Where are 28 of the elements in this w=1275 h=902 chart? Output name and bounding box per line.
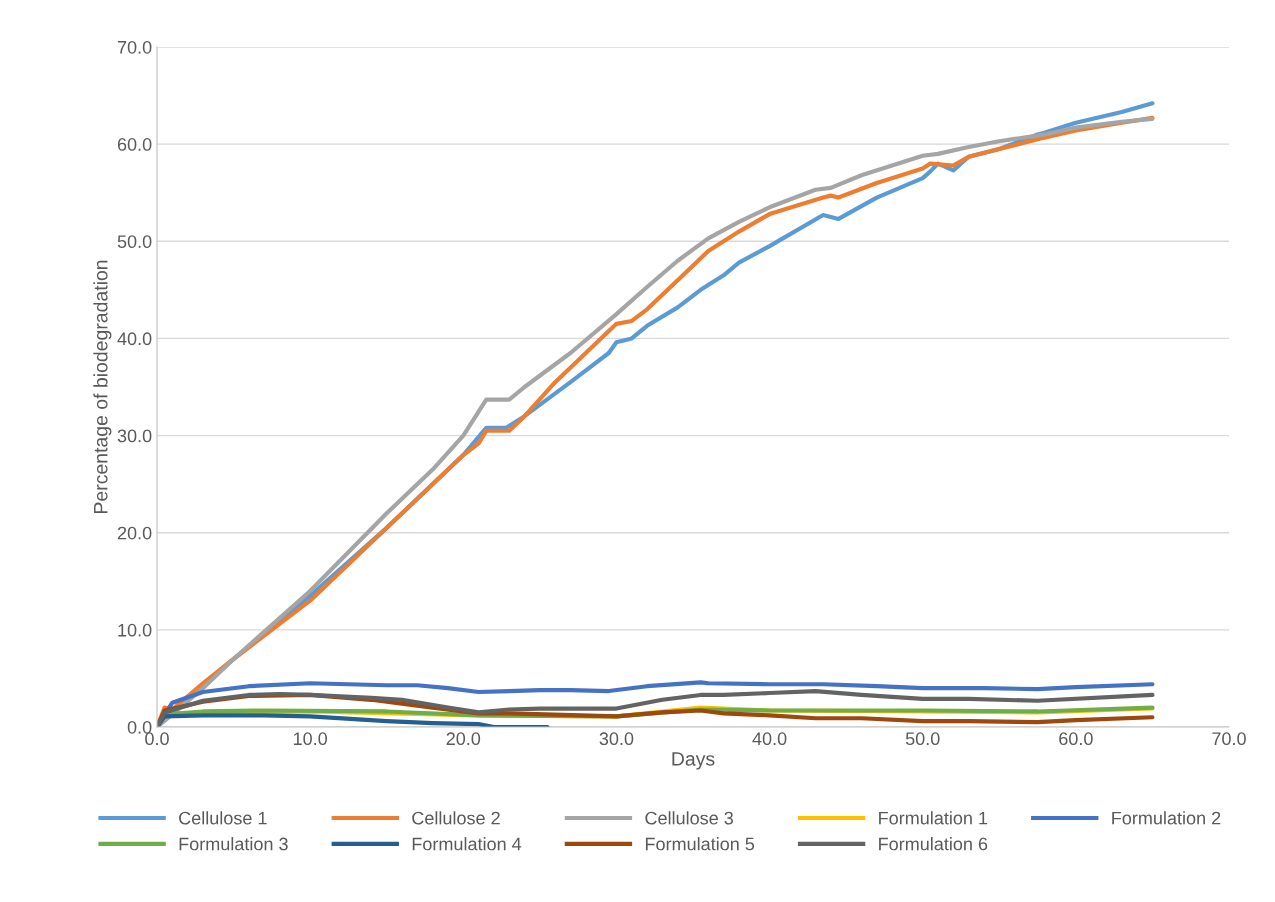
y-tick-label: 70.0 xyxy=(117,40,152,54)
x-tick-label: 0.0 xyxy=(145,732,169,746)
legend-label: Cellulose 1 xyxy=(179,811,267,825)
x-tick-label: 60.0 xyxy=(1059,732,1093,746)
x-tick-label: 20.0 xyxy=(446,732,481,746)
y-tick-label: 50.0 xyxy=(117,235,152,249)
y-tick-label: 20.0 xyxy=(117,526,152,540)
y-axis-title: Percentage of biodegradation xyxy=(93,260,112,513)
legend-label: Formulation 5 xyxy=(645,837,755,851)
y-tick-label: 10.0 xyxy=(118,623,152,637)
x-tick-label: 30.0 xyxy=(599,732,634,746)
x-tick-label: 10.0 xyxy=(293,732,328,746)
x-axis-title: Days xyxy=(672,752,715,770)
legend-label: Cellulose 3 xyxy=(645,811,733,825)
y-tick-label: 0.0 xyxy=(127,720,152,734)
legend-label: Cellulose 2 xyxy=(412,811,500,825)
x-tick-label: 50.0 xyxy=(905,732,940,746)
legend-label: Formulation 4 xyxy=(412,837,522,851)
legend-label: Formulation 2 xyxy=(1112,811,1221,825)
y-tick-label: 30.0 xyxy=(117,429,152,443)
x-tick-label: 70.0 xyxy=(1212,732,1246,746)
y-tick-label: 60.0 xyxy=(117,138,152,151)
line-series xyxy=(157,713,550,727)
legend-label: Formulation 1 xyxy=(879,811,988,825)
y-tick-label: 40.0 xyxy=(117,332,152,346)
legend-label: Formulation 6 xyxy=(879,837,988,851)
x-tick-label: 40.0 xyxy=(752,732,787,746)
legend-label: Formulation 3 xyxy=(179,837,288,851)
